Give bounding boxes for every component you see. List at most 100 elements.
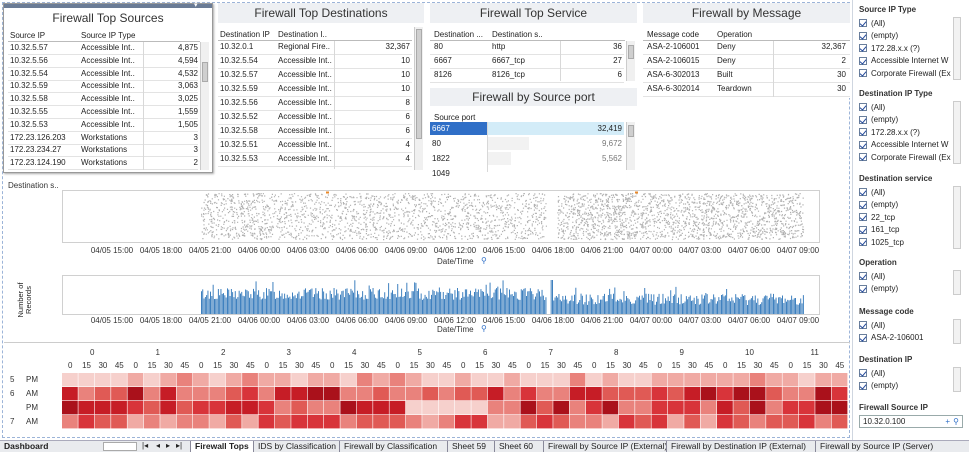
destination-count-cell[interactable]: 4 [405, 140, 410, 149]
heatmap-cell[interactable] [684, 401, 701, 415]
source-ip-cell[interactable]: 172.23.124.190 [10, 158, 66, 168]
checkbox[interactable] [859, 44, 867, 53]
destination-type-cell[interactable]: Accessible Int.. [278, 140, 332, 149]
heatmap-cell[interactable] [536, 401, 553, 415]
heatmap-cell[interactable] [667, 387, 684, 401]
heatmap-cell[interactable] [193, 373, 209, 387]
heatmap-cell[interactable] [700, 387, 717, 401]
source-count-cell[interactable]: 1,559 [177, 107, 198, 116]
last-tab-icon[interactable]: ▸| [176, 441, 183, 450]
filter-scrollbar[interactable] [953, 186, 961, 249]
checkbox[interactable] [859, 56, 867, 65]
filter-option[interactable]: (empty) [859, 380, 963, 393]
heatmap-cell[interactable] [209, 401, 226, 415]
filter-option[interactable]: ASA-2-106001 [859, 332, 963, 345]
checkbox[interactable] [859, 238, 867, 247]
checkbox[interactable] [859, 321, 867, 330]
destination-ip-cell[interactable]: 10.32.5.56 [220, 98, 258, 107]
checkbox[interactable] [859, 115, 867, 124]
heatmap-cell[interactable] [176, 387, 193, 401]
heatmap-cell[interactable] [455, 387, 471, 401]
source-port-bar[interactable] [488, 137, 529, 150]
source-count-cell[interactable]: 3 [193, 132, 198, 142]
heatmap-cell[interactable] [684, 373, 701, 387]
heatmap-cell[interactable] [438, 387, 455, 401]
heatmap-cell[interactable] [389, 401, 406, 415]
heatmap-cell[interactable] [749, 415, 766, 429]
filter-option[interactable]: (empty) [859, 114, 963, 127]
heatmap-cell[interactable] [127, 387, 144, 401]
heatmap-cell[interactable] [667, 415, 684, 429]
filter-scrollbar[interactable] [953, 17, 961, 80]
heatmap-cell[interactable] [160, 401, 177, 415]
heatmap-cell[interactable] [553, 387, 570, 401]
heatmap-cell[interactable] [258, 373, 275, 387]
heatmap-cell[interactable] [274, 401, 291, 415]
source-type-cell[interactable]: Accessible Int.. [81, 107, 135, 116]
message-count-cell[interactable]: 30 [837, 70, 846, 79]
heatmap-cell[interactable] [749, 387, 766, 401]
destination-type-cell[interactable]: Regional Fire.. [278, 42, 331, 51]
heatmap-cell[interactable] [815, 401, 832, 415]
heatmap-cell[interactable] [405, 401, 422, 415]
destination-type-cell[interactable]: Accessible Int.. [278, 98, 332, 107]
heatmap-cell[interactable] [471, 387, 488, 401]
service-port-cell[interactable]: 80 [434, 42, 443, 51]
heatmap-cell[interactable] [733, 415, 750, 429]
destination-ip-cell[interactable]: 10.32.5.54 [220, 56, 258, 65]
heatmap-cell[interactable] [618, 387, 635, 401]
heatmap-cell[interactable] [307, 401, 324, 415]
sheet-tab[interactable]: Firewall by Destination IP (External) [666, 441, 810, 452]
heatmap-cell[interactable] [602, 415, 619, 429]
message-code-cell[interactable]: ASA-2-106015 [647, 56, 700, 65]
heatmap-cell[interactable] [274, 415, 291, 429]
heatmap-cell[interactable] [487, 401, 504, 415]
heatmap-cell[interactable] [111, 401, 127, 415]
source-type-cell[interactable]: Workstations [81, 132, 128, 142]
heatmap-cell[interactable] [586, 415, 602, 429]
heatmap-cell[interactable] [62, 401, 78, 415]
source-type-cell[interactable]: Workstations [81, 145, 128, 155]
checkbox[interactable] [859, 369, 867, 378]
heatmap-cell[interactable] [569, 401, 586, 415]
destination-ip-cell[interactable]: 10.32.5.58 [220, 126, 258, 135]
destination-type-cell[interactable]: Accessible Int.. [278, 70, 332, 79]
message-code-cell[interactable]: ASA-6-302014 [647, 84, 700, 93]
heatmap-cell[interactable] [684, 387, 701, 401]
heatmap-cell[interactable] [225, 373, 242, 387]
heatmap-cell[interactable] [798, 415, 815, 429]
destination-count-cell[interactable]: 8 [405, 98, 410, 107]
heatmap-cell[interactable] [176, 401, 193, 415]
source-type-cell[interactable]: Accessible Int.. [81, 94, 135, 104]
heatmap-cell[interactable] [143, 373, 160, 387]
message-code-cell[interactable]: ASA-2-106001 [647, 42, 700, 51]
heatmap-cell[interactable] [749, 401, 766, 415]
heatmap-cell[interactable] [520, 415, 537, 429]
heatmap-cell[interactable] [815, 387, 832, 401]
heatmap-cell[interactable] [422, 373, 439, 387]
filter-option[interactable]: 161_tcp [859, 224, 963, 237]
heatmap-cell[interactable] [504, 387, 520, 401]
heatmap-cell[interactable] [831, 387, 848, 401]
heatmap-cell[interactable] [291, 401, 308, 415]
heatmap-cell[interactable] [455, 415, 471, 429]
heatmap-cell[interactable] [700, 415, 717, 429]
heatmap-cell[interactable] [766, 387, 782, 401]
heatmap-cell[interactable] [831, 401, 848, 415]
destination-ip-cell[interactable]: 10.32.5.59 [220, 84, 258, 93]
message-count-cell[interactable]: 32,367 [821, 42, 846, 51]
heatmap-cell[interactable] [291, 415, 308, 429]
checkbox[interactable] [859, 103, 867, 112]
source-port-cell[interactable]: 80 [432, 139, 441, 148]
heatmap-cell[interactable] [504, 415, 520, 429]
service-name-cell[interactable]: http [492, 42, 506, 51]
heatmap-cell[interactable] [160, 373, 177, 387]
heatmap-cell[interactable] [651, 373, 668, 387]
heatmap-cell[interactable] [307, 373, 324, 387]
heatmap-cell[interactable] [291, 373, 308, 387]
heatmap-cell[interactable] [569, 415, 586, 429]
heatmap-cell[interactable] [651, 401, 668, 415]
next-tab-icon[interactable]: ▸ [166, 441, 171, 450]
heatmap-cell[interactable] [717, 401, 733, 415]
heatmap-cell[interactable] [356, 401, 373, 415]
